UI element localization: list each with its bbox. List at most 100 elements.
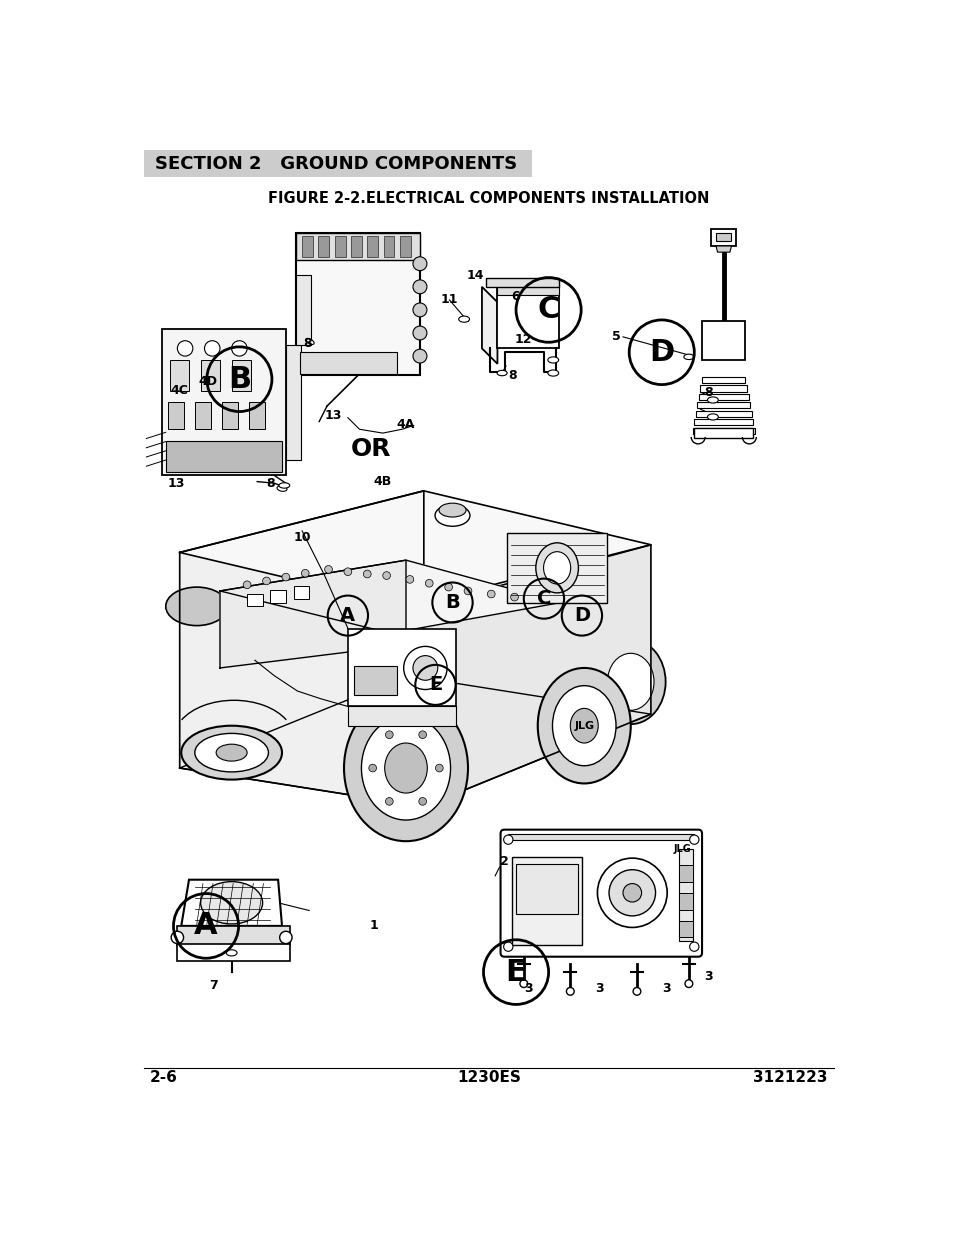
FancyBboxPatch shape: [692, 427, 754, 433]
FancyBboxPatch shape: [497, 283, 558, 294]
Ellipse shape: [570, 709, 598, 743]
FancyBboxPatch shape: [177, 944, 290, 961]
FancyBboxPatch shape: [286, 345, 301, 461]
Text: 14: 14: [467, 269, 484, 282]
Circle shape: [689, 942, 699, 951]
FancyBboxPatch shape: [200, 359, 220, 390]
FancyBboxPatch shape: [354, 666, 396, 695]
Ellipse shape: [276, 485, 287, 492]
FancyBboxPatch shape: [699, 394, 748, 400]
FancyBboxPatch shape: [516, 864, 578, 914]
Ellipse shape: [435, 505, 470, 526]
Circle shape: [406, 576, 414, 583]
Circle shape: [369, 764, 376, 772]
FancyBboxPatch shape: [351, 236, 361, 257]
Text: C: C: [537, 295, 559, 325]
Polygon shape: [220, 561, 560, 634]
FancyBboxPatch shape: [247, 594, 262, 606]
FancyBboxPatch shape: [335, 236, 345, 257]
FancyBboxPatch shape: [700, 385, 746, 391]
Circle shape: [301, 569, 309, 577]
FancyBboxPatch shape: [701, 321, 744, 359]
Ellipse shape: [552, 685, 616, 766]
Text: 4A: 4A: [396, 419, 415, 431]
Circle shape: [363, 571, 371, 578]
Circle shape: [413, 656, 437, 680]
Text: E: E: [505, 957, 526, 987]
Polygon shape: [481, 287, 497, 364]
Text: 3121223: 3121223: [752, 1070, 827, 1086]
Text: FIGURE 2-2.ELECTRICAL COMPONENTS INSTALLATION: FIGURE 2-2.ELECTRICAL COMPONENTS INSTALL…: [268, 190, 709, 206]
Ellipse shape: [438, 503, 466, 517]
Ellipse shape: [536, 543, 578, 593]
FancyBboxPatch shape: [679, 920, 692, 937]
Circle shape: [232, 341, 247, 356]
Text: 1230ES: 1230ES: [456, 1070, 520, 1086]
Text: C: C: [537, 589, 551, 608]
Polygon shape: [179, 490, 650, 606]
Ellipse shape: [166, 587, 228, 626]
Circle shape: [418, 731, 426, 739]
Circle shape: [413, 257, 427, 270]
Ellipse shape: [305, 338, 314, 345]
FancyBboxPatch shape: [144, 149, 531, 178]
FancyBboxPatch shape: [348, 705, 456, 726]
Text: 3: 3: [523, 982, 532, 994]
FancyBboxPatch shape: [232, 359, 251, 390]
Circle shape: [413, 326, 427, 340]
Text: 4C: 4C: [170, 384, 188, 398]
FancyBboxPatch shape: [399, 236, 410, 257]
Text: 12: 12: [515, 333, 532, 347]
Circle shape: [487, 590, 495, 598]
Circle shape: [282, 573, 290, 580]
Circle shape: [622, 883, 641, 902]
FancyBboxPatch shape: [497, 283, 558, 348]
Circle shape: [689, 835, 699, 845]
FancyBboxPatch shape: [694, 427, 753, 438]
Text: 8: 8: [303, 336, 312, 350]
Text: SECTION 2   GROUND COMPONENTS: SECTION 2 GROUND COMPONENTS: [154, 154, 517, 173]
Circle shape: [435, 764, 443, 772]
Ellipse shape: [707, 414, 718, 420]
Text: D: D: [574, 606, 589, 625]
Text: 1: 1: [369, 919, 377, 931]
Text: 8: 8: [507, 369, 516, 382]
FancyBboxPatch shape: [195, 403, 211, 430]
FancyBboxPatch shape: [162, 330, 286, 475]
Text: D: D: [648, 337, 674, 367]
Ellipse shape: [547, 370, 558, 377]
Circle shape: [633, 988, 640, 995]
Text: 6: 6: [511, 290, 519, 304]
Circle shape: [262, 577, 270, 585]
Text: 11: 11: [440, 294, 457, 306]
FancyBboxPatch shape: [500, 830, 701, 957]
Ellipse shape: [384, 743, 427, 793]
FancyBboxPatch shape: [318, 236, 329, 257]
FancyBboxPatch shape: [170, 359, 189, 390]
Ellipse shape: [278, 483, 290, 488]
FancyBboxPatch shape: [679, 864, 692, 882]
Text: 8: 8: [703, 385, 712, 399]
Circle shape: [279, 931, 292, 944]
FancyBboxPatch shape: [512, 857, 581, 945]
FancyBboxPatch shape: [302, 236, 313, 257]
FancyBboxPatch shape: [485, 278, 558, 287]
Text: A: A: [340, 606, 355, 625]
Circle shape: [243, 580, 251, 589]
Text: 7: 7: [210, 978, 218, 992]
Text: 10: 10: [294, 531, 311, 543]
Circle shape: [385, 731, 393, 739]
FancyBboxPatch shape: [299, 352, 396, 374]
Text: B: B: [445, 593, 459, 613]
FancyBboxPatch shape: [697, 403, 749, 409]
Circle shape: [324, 566, 332, 573]
Circle shape: [510, 593, 517, 601]
Ellipse shape: [200, 882, 262, 924]
FancyBboxPatch shape: [679, 893, 692, 910]
Circle shape: [413, 303, 427, 317]
FancyBboxPatch shape: [679, 848, 692, 941]
Text: 5: 5: [612, 330, 620, 343]
Text: A: A: [194, 911, 217, 940]
Circle shape: [566, 988, 574, 995]
FancyBboxPatch shape: [367, 236, 377, 257]
